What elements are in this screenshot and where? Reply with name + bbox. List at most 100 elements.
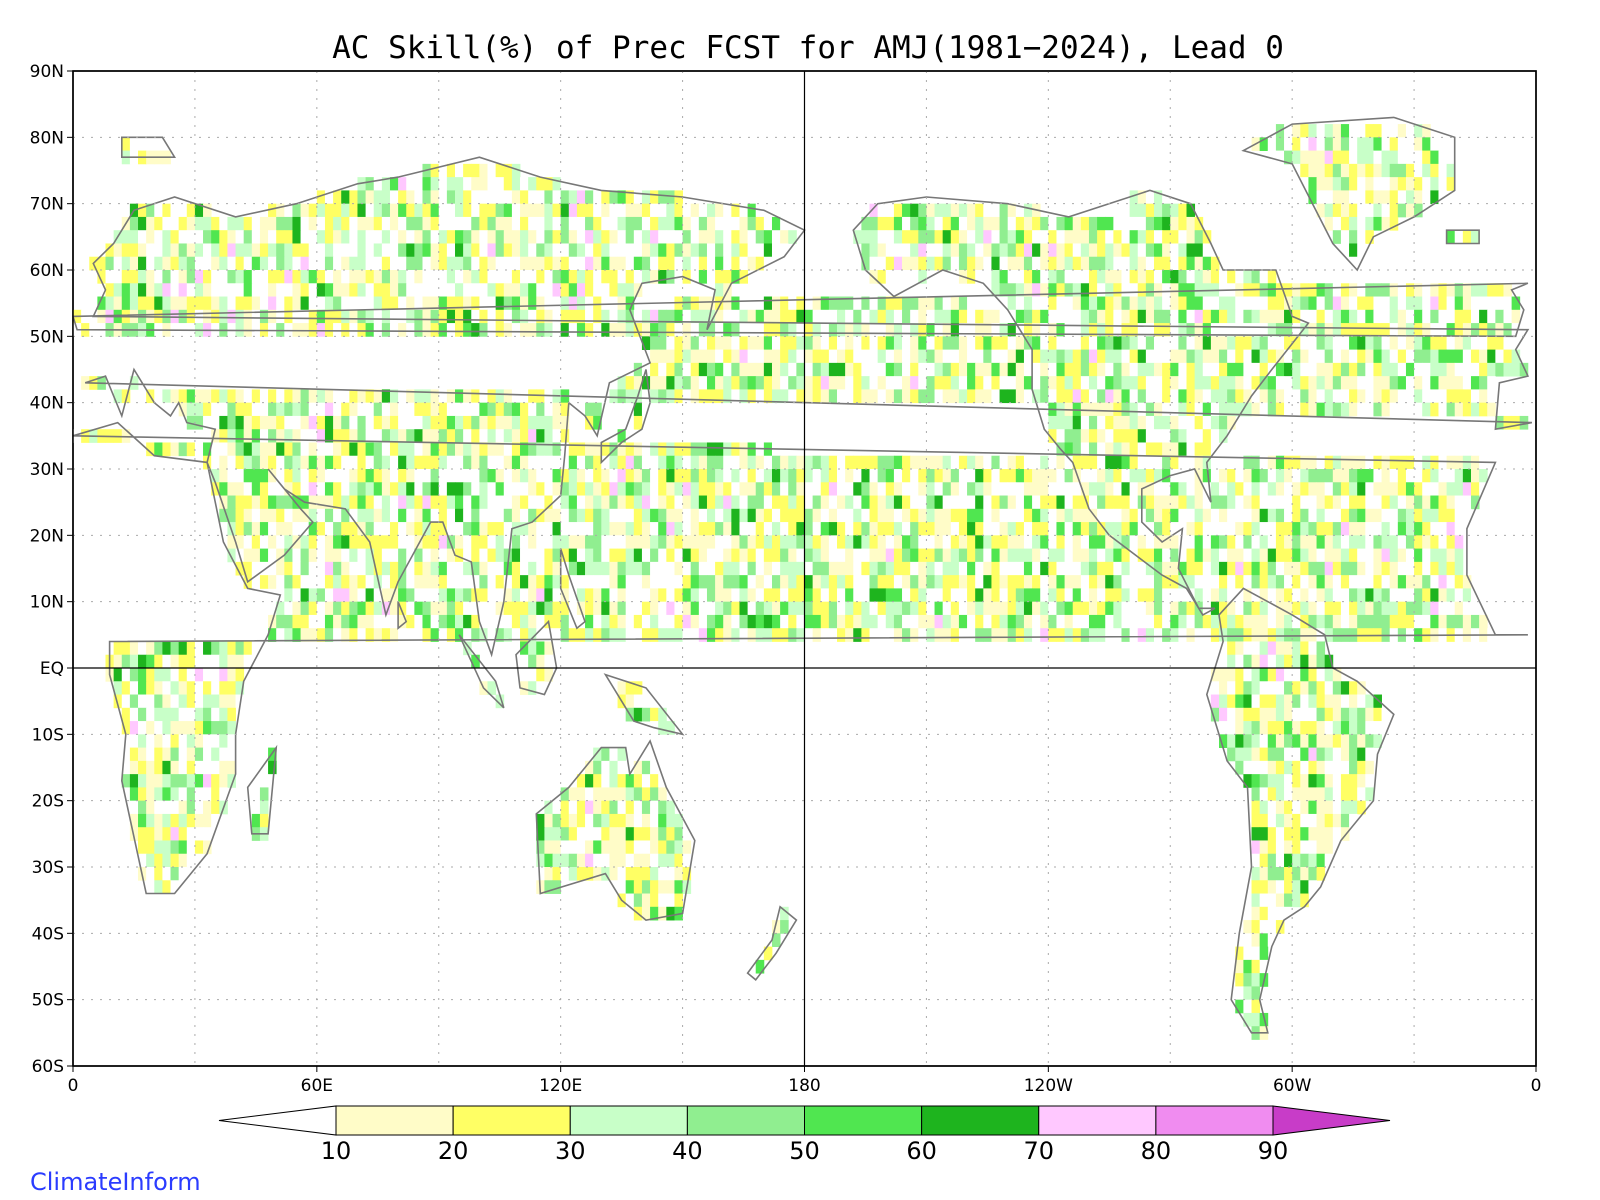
skill-cell [446,482,456,496]
skill-cell [1227,469,1236,483]
skill-cell [650,469,659,483]
skill-cell [406,309,415,324]
skill-cell [1357,137,1366,151]
skill-cell [641,243,651,258]
skill-cell [446,588,456,603]
skill-cell [650,628,659,642]
skill-cell [520,561,529,576]
skill-cell [235,283,245,297]
skill-cell [1454,389,1464,404]
skill-cell [1137,415,1147,430]
skill-cell [284,628,293,642]
skill-cell [1162,415,1171,430]
skill-cell [170,641,180,656]
skill-cell [585,256,594,271]
skill-cell [373,402,383,417]
skill-cell [1162,522,1171,536]
skill-cell [463,203,472,218]
skill-cell [219,455,228,470]
skill-cell [1397,575,1407,589]
skill-cell [552,270,562,284]
skill-cell [885,230,895,244]
skill-cell [414,429,423,443]
skill-cell [1202,270,1212,284]
skill-cell [422,535,432,549]
skill-cell [1430,561,1439,576]
skill-cell [926,628,935,642]
skill-cell [365,482,375,496]
skill-cell [1324,601,1334,616]
skill-cell [1023,548,1033,563]
skill-cell [300,561,310,576]
skill-cell [495,561,505,576]
skill-cell [1137,362,1147,377]
skill-cell [893,601,903,616]
skill-cell [812,469,822,483]
skill-cell [203,270,212,284]
skill-cell [1251,349,1261,364]
skill-cell [552,561,562,576]
skill-cell [1446,469,1456,483]
skill-cell [1470,601,1480,616]
skill-cell [227,243,236,258]
skill-cell [853,296,862,311]
skill-cell [1470,296,1480,311]
skill-cell [1162,190,1171,205]
skill-cell [666,362,675,377]
skill-cell [918,389,927,404]
skill-cell [593,508,602,523]
skill-cell [438,243,448,258]
skill-cell [284,230,293,244]
skill-cell [1064,362,1074,377]
skill-cell [463,601,472,616]
skill-cell [975,216,984,231]
skill-cell [1324,561,1334,576]
skill-cell [1219,681,1228,695]
skill-cell [276,389,285,404]
skill-cell [1389,455,1399,470]
skill-cell [284,522,293,536]
skill-cell [698,309,708,324]
skill-cell [934,575,944,589]
skill-cell [235,455,245,470]
skill-cell [341,429,350,443]
skill-cell [268,628,277,642]
skill-cell [495,535,505,549]
skill-cell [544,522,553,536]
skill-cell [170,694,180,709]
skill-cell [324,535,334,549]
skill-cell [1137,336,1147,350]
skill-cell [975,561,984,576]
skill-cell [1129,415,1139,430]
skill-cell [950,588,960,603]
skill-cell [463,163,472,178]
skill-cell [991,561,1000,576]
skill-cell [471,389,480,404]
skill-cell [138,283,147,297]
skill-cell [284,415,293,430]
skill-cell [658,535,667,549]
skill-cell [1389,469,1399,483]
skill-cell [284,455,293,470]
skill-cell [389,614,399,629]
skill-cell [723,522,732,536]
skill-cell [593,601,602,616]
skill-cell [975,455,984,470]
skill-cell [503,177,513,191]
skill-cell [300,296,310,311]
skill-cell [1219,588,1228,603]
skill-cell [528,654,537,669]
skill-cell [438,455,448,470]
skill-cell [349,601,358,616]
skill-cell [1316,402,1326,417]
skill-cell [747,349,757,364]
skill-cell [1105,429,1114,443]
skill-cell [1446,402,1456,417]
skill-cell [1454,522,1464,536]
skill-cell [333,455,342,470]
skill-cell [950,230,960,244]
skill-cell [1186,283,1196,297]
skill-cell [1284,641,1293,656]
skill-cell [1105,588,1114,603]
skill-cell [983,376,992,390]
